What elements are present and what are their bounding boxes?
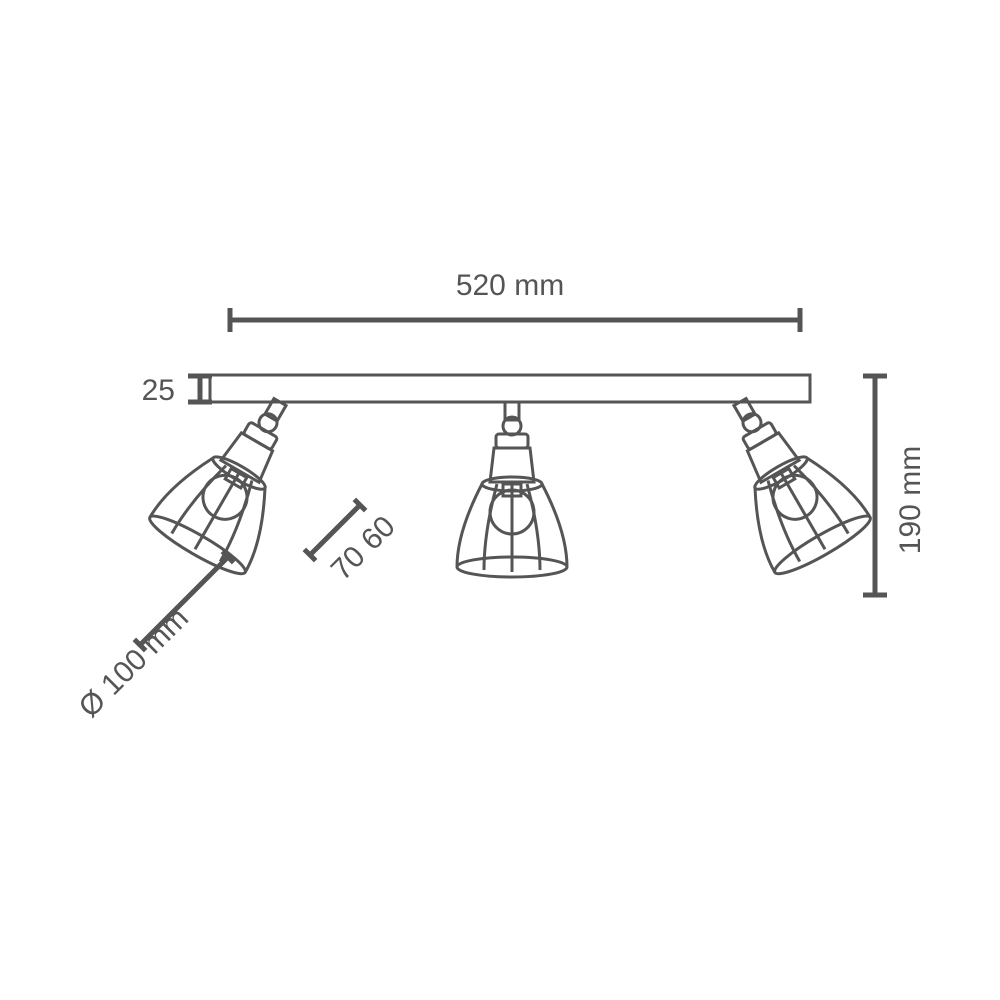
dimension-label: Ø 100 mm xyxy=(73,602,195,724)
dimension-label: 25 xyxy=(142,374,175,407)
lamp-shade xyxy=(692,375,875,582)
mounting-rail xyxy=(210,375,810,402)
dimension-label: 70 xyxy=(325,540,372,587)
dimension-label: 520 mm xyxy=(456,269,564,302)
technical-drawing: 520 mm 25 190 mm Ø 100 mm 7060 xyxy=(0,0,1000,1000)
dimension-label: 60 xyxy=(355,510,402,557)
lamp-shade xyxy=(457,402,567,577)
dimension-label: 190 mm xyxy=(894,446,927,554)
